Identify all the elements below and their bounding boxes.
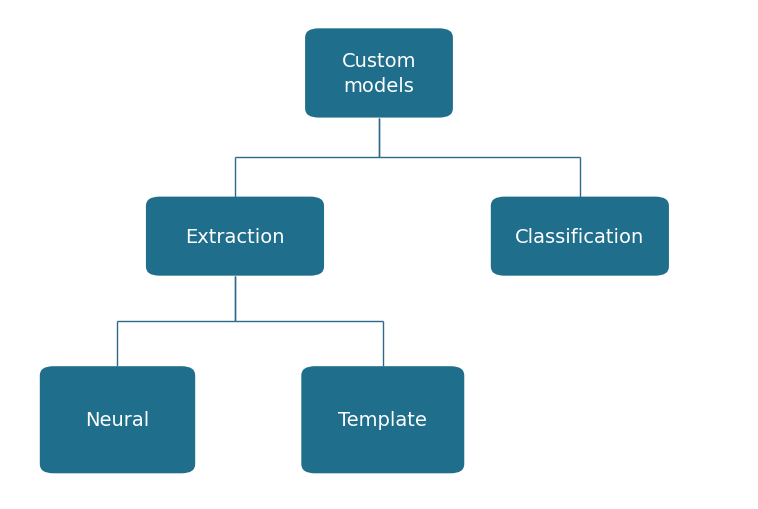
FancyBboxPatch shape xyxy=(305,29,453,118)
FancyBboxPatch shape xyxy=(302,366,464,473)
FancyBboxPatch shape xyxy=(146,197,324,276)
FancyBboxPatch shape xyxy=(39,366,196,473)
Text: Classification: Classification xyxy=(515,227,644,246)
FancyBboxPatch shape xyxy=(491,197,669,276)
Text: Template: Template xyxy=(338,410,428,430)
Text: Extraction: Extraction xyxy=(185,227,285,246)
Text: Neural: Neural xyxy=(86,410,149,430)
Text: Custom
models: Custom models xyxy=(342,52,416,96)
